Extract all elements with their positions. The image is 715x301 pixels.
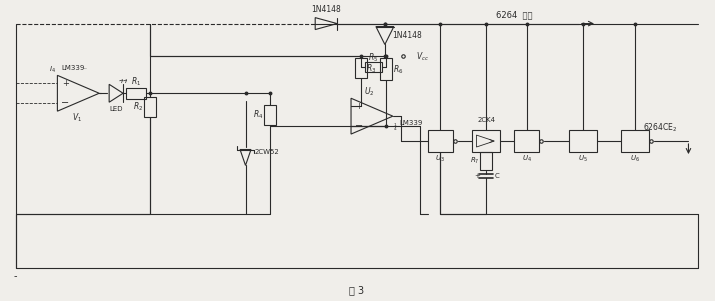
Text: −: −: [61, 98, 69, 108]
Text: LM339: LM339: [83, 68, 87, 69]
Text: −: −: [355, 121, 363, 131]
Text: LED: LED: [109, 106, 123, 112]
Text: LM339: LM339: [61, 65, 85, 71]
Bar: [380, 58, 392, 80]
Text: $R_3$: $R_3$: [366, 62, 376, 75]
Text: $R_2$: $R_2$: [133, 101, 143, 113]
Text: LM339: LM339: [399, 120, 423, 126]
Bar: [365, 62, 382, 72]
Text: $R_5$: $R_5$: [368, 51, 378, 64]
Bar: [480, 152, 493, 170]
Text: $V_{cc}$: $V_{cc}$: [416, 50, 429, 63]
Text: $V_1$: $V_1$: [72, 112, 82, 124]
Bar: [514, 130, 539, 152]
Text: 2CW52: 2CW52: [255, 150, 280, 156]
Text: -: -: [14, 272, 17, 281]
Text: 2CK4: 2CK4: [478, 117, 495, 123]
Text: 1N4148: 1N4148: [311, 5, 341, 14]
Text: $U_5$: $U_5$: [578, 154, 588, 164]
Text: $R_7$: $R_7$: [470, 156, 479, 166]
Text: $\frac{1}{4}$: $\frac{1}{4}$: [393, 121, 398, 133]
Bar: [126, 88, 146, 99]
Text: $R_4$: $R_4$: [253, 109, 264, 121]
Text: +: +: [62, 79, 69, 88]
Text: $U_2$: $U_2$: [364, 85, 374, 98]
Text: $I_4$: $I_4$: [49, 65, 56, 76]
Bar: [621, 130, 649, 152]
Text: +: +: [475, 173, 480, 179]
Bar: [355, 58, 367, 78]
Bar: [144, 97, 156, 117]
Text: $R_1$: $R_1$: [131, 76, 141, 88]
Bar: [569, 130, 597, 152]
Bar: [473, 130, 500, 152]
Text: $U_6$: $U_6$: [630, 154, 640, 164]
Text: 1N4148: 1N4148: [392, 31, 422, 40]
Text: 6264  电源: 6264 电源: [496, 10, 533, 19]
Text: $U_3$: $U_3$: [435, 154, 445, 164]
Bar: [265, 105, 277, 125]
Text: 图 3: 图 3: [350, 285, 365, 295]
Text: $R_6$: $R_6$: [393, 63, 403, 76]
Text: $U_4$: $U_4$: [522, 154, 532, 164]
Text: +: +: [355, 102, 363, 111]
Text: 6264CE$_2$: 6264CE$_2$: [644, 122, 678, 134]
Bar: [428, 130, 453, 152]
Text: C: C: [495, 173, 500, 179]
